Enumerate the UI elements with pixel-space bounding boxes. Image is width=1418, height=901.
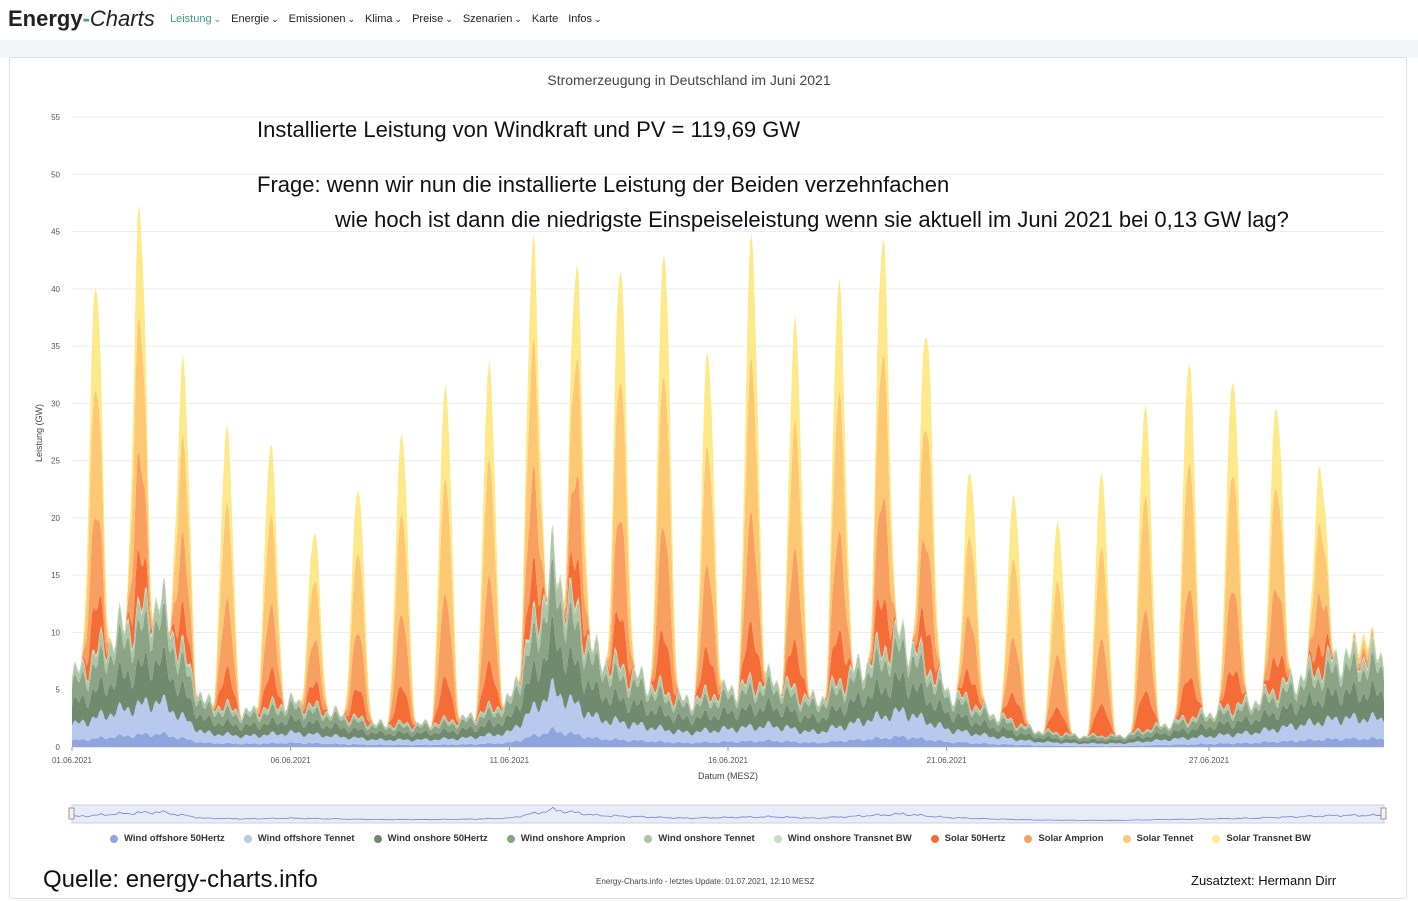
x-tick-label: 01.06.2021 bbox=[52, 756, 93, 765]
y-tick-label: 5 bbox=[56, 686, 61, 695]
legend-item-solar-50hertz[interactable]: Solar 50Hertz bbox=[930, 833, 1006, 844]
y-tick-label: 15 bbox=[51, 571, 60, 580]
nav-item-preise[interactable]: Preise ⌄ bbox=[412, 13, 453, 25]
legend-label: Solar 50Hertz bbox=[944, 833, 1006, 844]
legend-dot-icon bbox=[930, 834, 939, 843]
series-area-wind-onshore-amprion[interactable] bbox=[72, 557, 1384, 742]
top-navigation-bar: Energy-Charts Leistung ⌄ Energie ⌄ Emissio… bbox=[0, 0, 1418, 40]
legend-item-wind-onshore-tennet[interactable]: Wind onshore Tennet bbox=[644, 833, 755, 844]
legend-dot-icon bbox=[373, 834, 382, 843]
series-area-wind-onshore-tennet[interactable] bbox=[72, 530, 1384, 740]
series-area-wind-offshore-50hertz[interactable] bbox=[72, 726, 1384, 747]
y-tick-label: 0 bbox=[56, 743, 61, 752]
legend-dot-icon bbox=[1024, 834, 1033, 843]
legend-label: Wind onshore Transnet BW bbox=[787, 833, 912, 844]
chevron-down-icon: ⌄ bbox=[347, 14, 356, 24]
y-tick-label: 35 bbox=[51, 342, 60, 351]
chevron-down-icon: ⌄ bbox=[213, 14, 222, 24]
nav-item-szenarien[interactable]: Szenarien ⌄ bbox=[462, 13, 522, 25]
y-tick-label: 30 bbox=[51, 399, 60, 408]
legend-item-solar-amprion[interactable]: Solar Amprion bbox=[1024, 833, 1104, 844]
nav-item-emissionen[interactable]: Emissionen ⌄ bbox=[288, 13, 356, 25]
annotation-question-continued: wie hoch ist dann die niedrigste Einspei… bbox=[335, 207, 1289, 232]
legend-dot-icon bbox=[243, 834, 252, 843]
legend-item-wind-onshore-50hertz[interactable]: Wind onshore 50Hertz bbox=[373, 833, 488, 844]
legend-label: Wind offshore 50Hertz bbox=[124, 833, 225, 844]
nav-item-infos[interactable]: Infos ⌄ bbox=[568, 13, 602, 25]
header-band bbox=[0, 40, 1418, 58]
legend-label: Wind offshore Tennet bbox=[257, 833, 355, 844]
nav-item-karte[interactable]: Karte bbox=[531, 13, 559, 25]
nav-item-leistung[interactable]: Leistung ⌄ bbox=[170, 13, 222, 25]
legend-dot-icon bbox=[1212, 834, 1221, 843]
legend-dot-icon bbox=[110, 834, 118, 843]
y-axis-label: Leistung (GW) bbox=[34, 404, 44, 462]
legend-item-wind-offshore-50hertz[interactable]: Wind offshore 50Hertz bbox=[110, 833, 225, 844]
x-tick-label: 27.06.2021 bbox=[1189, 756, 1230, 765]
x-tick-label: 06.06.2021 bbox=[271, 756, 312, 765]
legend-dot-icon bbox=[1122, 834, 1131, 843]
legend-item-solar-tennet[interactable]: Solar Tennet bbox=[1122, 833, 1194, 844]
x-axis-label: Datum (MESZ) bbox=[698, 771, 758, 781]
legend-label: Solar Transnet BW bbox=[1226, 833, 1311, 844]
legend-dot-icon bbox=[506, 834, 515, 843]
last-update-footer: Energy-Charts.info - letztes Update: 01.… bbox=[596, 877, 815, 886]
y-tick-label: 45 bbox=[51, 228, 60, 237]
legend-item-wind-onshore-amprion[interactable]: Wind onshore Amprion bbox=[506, 833, 626, 844]
series-area-wind-onshore-50hertz[interactable] bbox=[72, 615, 1384, 745]
range-navigator[interactable] bbox=[68, 804, 1387, 824]
legend-label: Wind onshore Tennet bbox=[658, 833, 755, 844]
annotation-installed-capacity: Installierte Leistung von Windkraft und … bbox=[257, 117, 801, 142]
chevron-down-icon: ⌄ bbox=[445, 14, 453, 24]
main-menu: Leistung ⌄ Energie ⌄ Emissionen ⌄ Klima ⌄ Pr… bbox=[170, 13, 602, 25]
nav-item-klima[interactable]: Klima ⌄ bbox=[365, 13, 403, 25]
legend-label: Solar Tennet bbox=[1136, 833, 1194, 844]
y-tick-label: 10 bbox=[51, 628, 60, 637]
legend-item-solar-transnet-bw[interactable]: Solar Transnet BW bbox=[1212, 833, 1311, 844]
chevron-down-icon: ⌄ bbox=[394, 14, 403, 24]
legend-label: Wind onshore Amprion bbox=[520, 833, 626, 844]
source-note: Quelle: energy-charts.info bbox=[43, 866, 318, 893]
energy-charts-logo[interactable]: Energy-Charts bbox=[8, 6, 155, 31]
nav-item-energie[interactable]: Energie ⌄ bbox=[231, 13, 279, 25]
legend-item-wind-offshore-tennet[interactable]: Wind offshore Tennet bbox=[243, 833, 355, 844]
chart-title: Stromerzeugung in Deutschland im Juni 20… bbox=[547, 72, 831, 88]
series-area-solar-tennet[interactable] bbox=[72, 315, 1384, 739]
chevron-down-icon: ⌄ bbox=[514, 14, 522, 24]
y-tick-label: 55 bbox=[51, 113, 60, 122]
y-tick-label: 40 bbox=[51, 285, 60, 294]
series-area-solar-amprion[interactable] bbox=[72, 453, 1384, 739]
y-tick-label: 20 bbox=[51, 514, 60, 523]
x-tick-label: 21.06.2021 bbox=[927, 756, 968, 765]
navigator-left-handle[interactable] bbox=[68, 807, 75, 820]
x-tick-label: 11.06.2021 bbox=[490, 756, 530, 765]
chevron-down-icon: ⌄ bbox=[594, 14, 602, 24]
x-tick-label: 16.06.2021 bbox=[708, 756, 749, 765]
y-tick-label: 50 bbox=[51, 170, 60, 179]
legend-dot-icon bbox=[644, 834, 653, 843]
navigator-right-handle[interactable] bbox=[1380, 807, 1387, 820]
chevron-down-icon: ⌄ bbox=[271, 14, 279, 24]
chart-legend: Wind offshore 50Hertz Wind offshore Tenne… bbox=[110, 833, 1311, 844]
legend-dot-icon bbox=[773, 834, 782, 843]
y-tick-label: 25 bbox=[51, 457, 60, 466]
legend-label: Wind onshore 50Hertz bbox=[387, 833, 488, 844]
series-area-wind-offshore-tennet[interactable] bbox=[72, 677, 1384, 747]
annotation-question: Frage: wenn wir nun die installierte Lei… bbox=[257, 172, 950, 197]
additional-text-credit: Zusatztext: Hermann Dirr bbox=[1191, 873, 1337, 888]
legend-label: Solar Amprion bbox=[1038, 833, 1104, 844]
legend-item-wind-onshore-transnet-bw[interactable]: Wind onshore Transnet BW bbox=[773, 833, 912, 844]
